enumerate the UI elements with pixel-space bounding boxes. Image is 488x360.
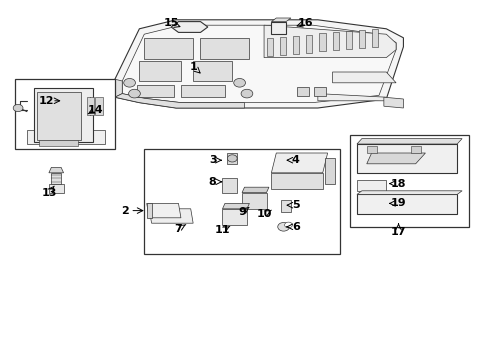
Polygon shape bbox=[49, 167, 63, 173]
Circle shape bbox=[277, 222, 289, 231]
Polygon shape bbox=[193, 61, 232, 81]
Polygon shape bbox=[37, 92, 81, 140]
Polygon shape bbox=[27, 130, 105, 144]
Polygon shape bbox=[264, 25, 395, 58]
Polygon shape bbox=[410, 146, 420, 153]
Polygon shape bbox=[317, 94, 386, 101]
Text: 14: 14 bbox=[87, 105, 103, 115]
Polygon shape bbox=[137, 85, 173, 97]
Polygon shape bbox=[271, 153, 327, 173]
Polygon shape bbox=[281, 200, 290, 212]
Text: 4: 4 bbox=[291, 155, 299, 165]
Polygon shape bbox=[115, 94, 244, 108]
Text: 6: 6 bbox=[291, 222, 299, 232]
Text: 8: 8 bbox=[208, 177, 216, 187]
Polygon shape bbox=[356, 191, 461, 194]
Polygon shape bbox=[242, 193, 266, 209]
Circle shape bbox=[13, 104, 23, 112]
Polygon shape bbox=[319, 33, 325, 51]
Polygon shape bbox=[115, 20, 403, 108]
Circle shape bbox=[241, 89, 252, 98]
Polygon shape bbox=[271, 22, 285, 34]
Text: 11: 11 bbox=[214, 225, 230, 235]
Polygon shape bbox=[266, 38, 272, 56]
Text: 15: 15 bbox=[163, 18, 179, 28]
Polygon shape bbox=[222, 178, 237, 193]
Polygon shape bbox=[95, 97, 102, 115]
Polygon shape bbox=[314, 87, 325, 96]
Text: 18: 18 bbox=[390, 179, 406, 189]
Text: 16: 16 bbox=[297, 18, 313, 28]
Polygon shape bbox=[356, 194, 456, 214]
Bar bbox=[144, 149, 339, 254]
Circle shape bbox=[233, 78, 245, 87]
Polygon shape bbox=[356, 139, 461, 144]
Text: 2: 2 bbox=[121, 206, 128, 216]
Polygon shape bbox=[332, 32, 338, 50]
Text: 17: 17 bbox=[390, 227, 406, 237]
Polygon shape bbox=[39, 140, 78, 146]
Circle shape bbox=[128, 89, 140, 98]
Polygon shape bbox=[87, 97, 94, 115]
Polygon shape bbox=[325, 158, 334, 184]
Text: 19: 19 bbox=[390, 198, 406, 208]
Polygon shape bbox=[345, 31, 351, 49]
Text: 13: 13 bbox=[41, 188, 57, 198]
Text: 5: 5 bbox=[291, 200, 299, 210]
Polygon shape bbox=[222, 203, 249, 209]
Polygon shape bbox=[297, 87, 308, 96]
Polygon shape bbox=[49, 184, 63, 193]
Polygon shape bbox=[144, 38, 193, 59]
Polygon shape bbox=[358, 30, 365, 48]
Polygon shape bbox=[292, 36, 299, 54]
Circle shape bbox=[123, 78, 135, 87]
Polygon shape bbox=[332, 72, 395, 83]
Polygon shape bbox=[242, 187, 268, 193]
Polygon shape bbox=[356, 180, 386, 191]
Bar bbox=[15, 79, 115, 149]
Text: 9: 9 bbox=[238, 207, 245, 217]
Polygon shape bbox=[171, 22, 207, 32]
Text: 7: 7 bbox=[174, 224, 182, 234]
Polygon shape bbox=[122, 25, 395, 103]
Polygon shape bbox=[227, 153, 237, 164]
Circle shape bbox=[227, 155, 237, 162]
Polygon shape bbox=[51, 173, 61, 184]
Polygon shape bbox=[356, 144, 456, 173]
Polygon shape bbox=[366, 153, 425, 164]
Polygon shape bbox=[305, 35, 312, 53]
Text: 10: 10 bbox=[256, 209, 271, 219]
Polygon shape bbox=[222, 209, 246, 225]
Polygon shape bbox=[279, 37, 285, 55]
Polygon shape bbox=[383, 97, 403, 108]
Polygon shape bbox=[34, 88, 93, 142]
Bar bbox=[349, 135, 468, 227]
Text: 12: 12 bbox=[39, 96, 54, 106]
Polygon shape bbox=[271, 18, 290, 22]
Circle shape bbox=[284, 222, 292, 228]
Polygon shape bbox=[371, 29, 378, 47]
Polygon shape bbox=[115, 79, 122, 97]
Polygon shape bbox=[139, 61, 181, 81]
Polygon shape bbox=[366, 146, 376, 153]
Text: 3: 3 bbox=[208, 155, 216, 165]
Polygon shape bbox=[200, 38, 249, 59]
Polygon shape bbox=[181, 85, 224, 97]
Polygon shape bbox=[271, 173, 322, 189]
Polygon shape bbox=[149, 209, 193, 223]
Polygon shape bbox=[146, 203, 181, 218]
Polygon shape bbox=[146, 203, 151, 218]
Text: 1: 1 bbox=[189, 62, 197, 72]
